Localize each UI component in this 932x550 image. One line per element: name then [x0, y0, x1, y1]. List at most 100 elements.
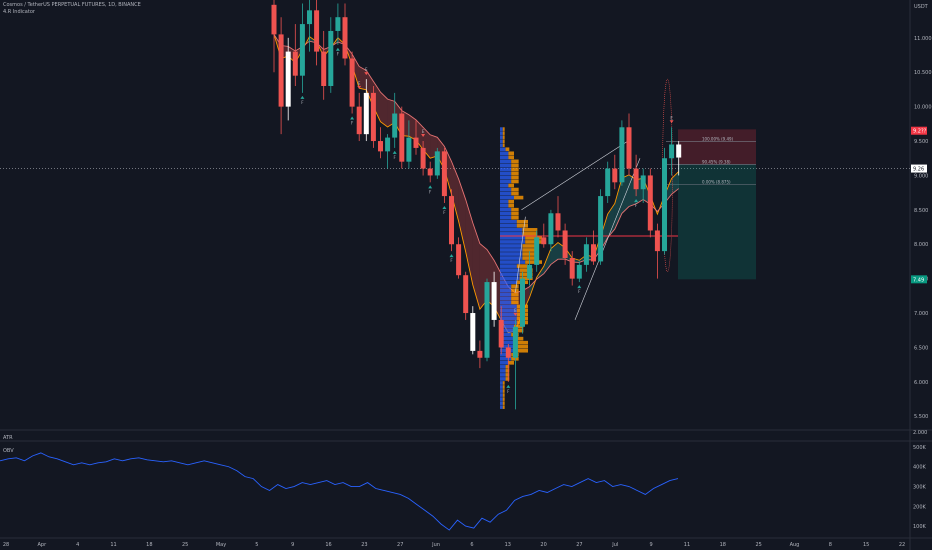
- profile-bar-orange: [502, 135, 505, 139]
- signal-annotations: F E F E E F F F E F F E F F F: [300, 47, 674, 394]
- ribbon-segment: [543, 248, 551, 274]
- candle-body: [441, 151, 447, 197]
- profile-bar-blue: [500, 207, 512, 212]
- signal-label: F: [578, 289, 581, 294]
- candle-body: [576, 264, 582, 279]
- profile-bar-blue: [500, 175, 512, 180]
- signal-label: F: [429, 189, 432, 194]
- profile-bar-orange: [516, 340, 528, 345]
- candle-body: [498, 319, 504, 348]
- time-tick-label: May: [216, 542, 226, 548]
- profile-bar-orange: [505, 369, 510, 373]
- profile-bar-orange: [502, 139, 505, 143]
- position-tool[interactable]: 100.00% (9.49) 90.45% (9.38) 0.00% (8.875): [666, 129, 756, 280]
- signal-label: E: [422, 129, 425, 134]
- profile-bar-blue: [500, 361, 509, 365]
- candle-body: [385, 137, 391, 152]
- ribbon-segment: [465, 199, 473, 285]
- profile-bar-orange: [525, 240, 542, 244]
- profile-bar-blue: [500, 373, 506, 377]
- profile-bar-blue: [500, 316, 517, 321]
- signal-label: F: [337, 52, 340, 57]
- drawings[interactable]: [515, 78, 673, 321]
- profile-bar-blue: [500, 260, 526, 264]
- profile-bar-orange: [505, 373, 510, 377]
- profile-bar-blue: [500, 240, 526, 244]
- candle-body: [307, 10, 312, 25]
- profile-bar-blue: [500, 340, 517, 345]
- time-tick-label: 23: [361, 542, 367, 548]
- price-label-box: [911, 275, 927, 284]
- profile-bar-blue: [500, 397, 503, 401]
- candle-body: [363, 92, 369, 135]
- candle-body: [477, 350, 483, 358]
- candles-layer: [271, 0, 682, 410]
- profile-bar-orange: [511, 159, 519, 164]
- profile-bar-blue: [500, 332, 512, 337]
- profile-bar-blue: [500, 381, 503, 385]
- profile-bar-blue: [500, 393, 503, 397]
- profile-bar-orange: [511, 167, 519, 172]
- profile-bar-orange: [522, 248, 538, 252]
- obv-tick-label: 100K: [913, 524, 927, 530]
- ribbon-segment: [408, 114, 416, 141]
- profile-bar-orange: [502, 127, 505, 131]
- profile-bar-blue: [500, 312, 517, 317]
- profile-bar-orange: [508, 151, 514, 156]
- time-tick-label: Apr: [38, 542, 48, 548]
- profile-bar-orange: [516, 219, 528, 224]
- profile-bar-blue: [500, 191, 512, 196]
- profile-bar-orange: [502, 397, 505, 401]
- profile-bar-orange: [519, 276, 533, 281]
- candle-body: [534, 237, 540, 265]
- profile-bar-orange: [511, 356, 519, 361]
- target-zone: [678, 129, 756, 165]
- profile-bar-orange: [516, 264, 528, 268]
- candle-body: [562, 230, 568, 258]
- candle-body: [278, 34, 284, 107]
- profile-bar-orange: [511, 179, 519, 184]
- candle-body: [328, 30, 334, 86]
- profile-bar-blue: [500, 147, 506, 152]
- profile-bar-blue: [500, 336, 514, 341]
- profile-bar-blue: [500, 236, 526, 240]
- obv-tick-label: 400K: [913, 465, 927, 471]
- atr-tick-label: 2.000: [913, 430, 927, 436]
- ribbon-segment: [380, 92, 388, 128]
- profile-bar-blue: [500, 211, 512, 216]
- candle-body: [349, 58, 355, 107]
- price-label-box: [911, 164, 927, 173]
- profile-bar-blue: [500, 199, 509, 204]
- profile-bar-orange: [502, 393, 505, 397]
- signal-label: F: [351, 121, 354, 126]
- candle-body: [434, 151, 440, 176]
- profile-bar-orange: [511, 187, 519, 192]
- profile-bar-orange: [516, 223, 528, 228]
- profile-bar-blue: [500, 131, 503, 135]
- profile-bar-orange: [511, 211, 519, 216]
- sell-signal-marker: [364, 72, 369, 76]
- profile-bar-orange: [502, 131, 505, 135]
- candle-body: [626, 127, 632, 169]
- ma-fast-line: [273, 34, 680, 334]
- time-tick-label: Aug: [790, 542, 800, 548]
- candle-body: [569, 258, 575, 279]
- buy-signal-marker: [350, 116, 355, 120]
- profile-bar-orange: [525, 260, 542, 264]
- profile-bar-orange: [522, 232, 538, 236]
- profile-bar-blue: [500, 328, 514, 333]
- time-tick-label: 9: [291, 542, 294, 548]
- time-tick-label: 22: [899, 542, 905, 548]
- buy-signal-marker: [506, 384, 511, 388]
- profile-bar-orange: [511, 288, 519, 293]
- profile-bar-blue: [500, 288, 512, 293]
- profile-bar-orange: [505, 365, 510, 369]
- time-tick-label: 25: [755, 542, 761, 548]
- time-axis[interactable]: 28 Apr 4 11 18 25 May 5 9 16 23 27 Jun 6 13 20 27 Jul 9 11 1…: [3, 542, 905, 548]
- atr-title: ATR: [3, 435, 13, 441]
- profile-bar-blue: [500, 195, 514, 200]
- time-tick-label: 18: [720, 542, 726, 548]
- profile-bar-blue: [500, 232, 523, 236]
- buy-signal-marker: [392, 150, 397, 154]
